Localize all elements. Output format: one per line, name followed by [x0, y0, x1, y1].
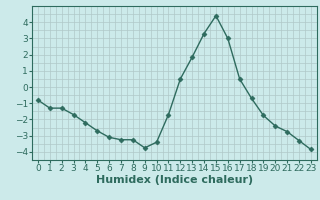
X-axis label: Humidex (Indice chaleur): Humidex (Indice chaleur) [96, 175, 253, 185]
